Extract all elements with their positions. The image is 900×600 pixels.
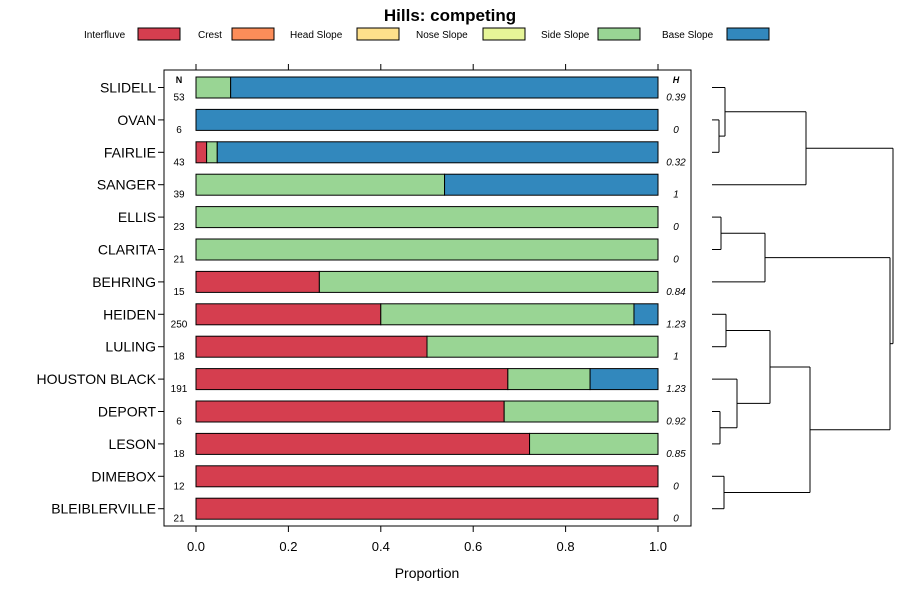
row-n-12: 12 <box>173 481 185 492</box>
row-n-3: 39 <box>173 190 185 201</box>
row-label-10: DEPORT <box>98 404 157 420</box>
row-label-13: BLEIBLERVILLE <box>51 501 156 517</box>
row-label-12: DIMEBOX <box>91 468 156 484</box>
bar-segment-10-0 <box>195 400 505 423</box>
row-h-13: 0 <box>673 514 679 525</box>
row-n-5: 21 <box>173 255 185 266</box>
row-h-10: 0.92 <box>666 417 686 428</box>
row-h-8: 1 <box>673 352 679 363</box>
row-n-10: 6 <box>176 417 182 428</box>
row-n-6: 15 <box>173 287 185 298</box>
row-n-1: 6 <box>176 125 182 136</box>
row-label-11: LESON <box>109 436 156 452</box>
row-n-7: 250 <box>171 319 188 330</box>
row-h-5: 0 <box>673 255 679 266</box>
row-h-0: 0.39 <box>666 93 686 104</box>
row-label-0: SLIDELL <box>100 80 156 96</box>
legend-label-2: Head Slope <box>290 30 343 41</box>
legend-swatch-2 <box>356 27 400 41</box>
bar-segment-1-5 <box>195 108 659 131</box>
row-label-7: HEIDEN <box>103 306 156 322</box>
x-tick-label-1: 0.2 <box>279 539 297 554</box>
legend-label-5: Base Slope <box>662 30 714 41</box>
bar-segment-0-5 <box>230 76 659 99</box>
row-h-12: 0 <box>673 481 679 492</box>
row-h-3: 1 <box>673 190 679 201</box>
legend-swatch-0 <box>137 27 181 41</box>
row-h-7: 1.23 <box>666 319 686 330</box>
x-tick-label-2: 0.4 <box>372 539 390 554</box>
bar-segment-8-4 <box>426 335 659 358</box>
bar-segment-2-0 <box>195 141 208 164</box>
row-h-1: 0 <box>673 125 679 136</box>
bar-segment-12-0 <box>195 465 659 488</box>
bar-segment-8-0 <box>195 335 428 358</box>
row-n-2: 43 <box>173 157 185 168</box>
row-n-9: 191 <box>171 384 188 395</box>
row-label-4: ELLIS <box>118 209 156 225</box>
x-axis-label: Proportion <box>395 565 460 581</box>
x-tick-label-3: 0.6 <box>464 539 482 554</box>
row-h-2: 0.32 <box>666 157 686 168</box>
legend-label-0: Interfluve <box>84 30 126 41</box>
bar-segment-7-0 <box>195 303 382 326</box>
bar-segment-4-4 <box>195 206 659 229</box>
legend: Interfluve Crest Head Slope Nose Slope Side … <box>84 27 770 41</box>
row-n-4: 23 <box>173 222 185 233</box>
plot-area: 0.0 0.2 0.4 0.6 0.8 1.0 N H SLIDELL 53 0.39 OVAN 6 0 F… <box>36 64 692 554</box>
bar-segment-0-4 <box>195 76 232 99</box>
row-h-11: 0.85 <box>666 449 686 460</box>
bar-segment-9-4 <box>507 368 591 391</box>
row-n-8: 18 <box>173 352 185 363</box>
x-tick-label-0: 0.0 <box>187 539 205 554</box>
bar-segment-10-4 <box>503 400 659 423</box>
chart-title: Hills: competing <box>384 6 516 25</box>
row-h-9: 1.23 <box>666 384 686 395</box>
bar-segment-7-5 <box>633 303 659 326</box>
bar-segment-3-4 <box>195 173 446 196</box>
row-n-13: 21 <box>173 514 185 525</box>
row-label-5: CLARITA <box>98 242 157 258</box>
legend-label-3: Nose Slope <box>416 30 468 41</box>
row-n-0: 53 <box>173 93 185 104</box>
bar-segment-6-4 <box>318 270 659 293</box>
bar-segment-5-4 <box>195 238 659 261</box>
x-tick-label-5: 1.0 <box>649 539 667 554</box>
legend-label-1: Crest <box>198 30 222 41</box>
row-n-11: 18 <box>173 449 185 460</box>
x-tick-label-4: 0.8 <box>557 539 575 554</box>
row-label-8: LULING <box>105 339 156 355</box>
legend-label-4: Side Slope <box>541 30 590 41</box>
row-label-2: FAIRLIE <box>104 144 156 160</box>
bar-segment-11-4 <box>529 432 659 455</box>
bar-segment-7-4 <box>380 303 635 326</box>
bar-segment-3-5 <box>444 173 659 196</box>
row-label-3: SANGER <box>97 177 156 193</box>
bar-segment-9-5 <box>589 368 659 391</box>
bar-segment-11-0 <box>195 432 531 455</box>
bar-segment-2-5 <box>216 141 659 164</box>
legend-swatch-4 <box>597 27 641 41</box>
bar-segment-2-4 <box>206 141 218 164</box>
bar-segment-9-0 <box>195 368 509 391</box>
row-label-1: OVAN <box>117 112 156 128</box>
legend-swatch-1 <box>231 27 275 41</box>
h-header: H <box>673 75 680 85</box>
legend-swatch-5 <box>726 27 770 41</box>
row-h-6: 0.84 <box>666 287 686 298</box>
n-header: N <box>176 75 183 85</box>
bar-segment-6-0 <box>195 270 320 293</box>
dendrogram <box>712 87 894 510</box>
plot-frame <box>163 69 692 527</box>
row-label-6: BEHRING <box>92 274 156 290</box>
legend-swatch-3 <box>482 27 526 41</box>
row-label-9: HOUSTON BLACK <box>36 371 156 387</box>
bar-segment-13-0 <box>195 497 659 520</box>
row-h-4: 0 <box>673 222 679 233</box>
